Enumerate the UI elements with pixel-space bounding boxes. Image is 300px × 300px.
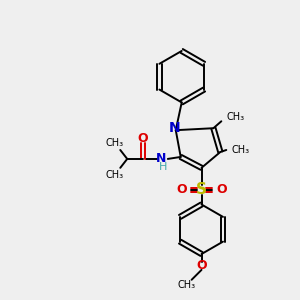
- Text: N: N: [169, 121, 181, 135]
- Text: H: H: [159, 162, 167, 172]
- Text: CH₃: CH₃: [226, 112, 244, 122]
- Text: O: O: [138, 132, 148, 145]
- Text: N: N: [156, 152, 166, 165]
- Text: CH₃: CH₃: [178, 280, 196, 290]
- Text: CH₃: CH₃: [231, 145, 249, 155]
- Text: CH₃: CH₃: [105, 170, 123, 180]
- Text: CH₃: CH₃: [105, 138, 123, 148]
- Text: S: S: [196, 182, 207, 197]
- Text: O: O: [216, 183, 226, 196]
- Text: O: O: [176, 183, 187, 196]
- Text: O: O: [196, 260, 207, 272]
